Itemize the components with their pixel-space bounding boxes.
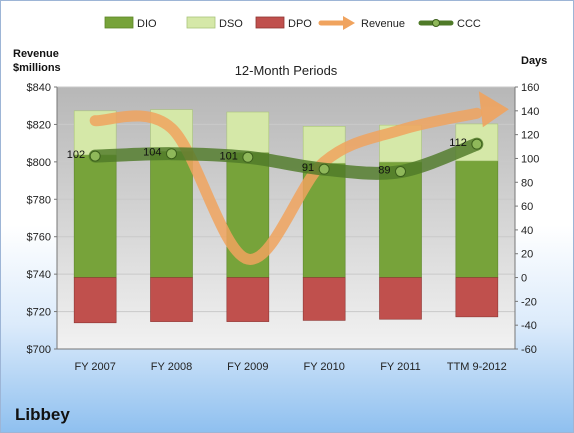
left-axis-title-unit: $millions	[13, 62, 61, 74]
x-tick-label: TTM 9-2012	[447, 361, 507, 373]
ccc-line	[88, 137, 484, 180]
legend-label-ccc: CCC	[457, 18, 481, 30]
x-tick-label: FY 2011	[380, 361, 421, 373]
x-tick-label: FY 2009	[227, 361, 268, 373]
x-tick-label: FY 2007	[74, 361, 115, 373]
left-tick-label: $780	[27, 194, 51, 206]
bar-dio	[73, 154, 117, 278]
bar-dso	[226, 111, 270, 153]
right-tick-label: 100	[521, 153, 539, 165]
bar-dpo	[455, 277, 499, 318]
right-tick-label: 0	[521, 273, 527, 285]
right-tick-label: 20	[521, 249, 533, 261]
bar-dpo	[302, 277, 346, 321]
legend-label-dio: DIO	[137, 18, 157, 30]
ccc-data-label: 104	[143, 147, 161, 159]
ccc-data-label: 102	[67, 149, 85, 161]
x-tick-label: FY 2008	[151, 361, 192, 373]
right-tick-label: -20	[521, 296, 537, 308]
right-tick-label: -60	[521, 344, 537, 356]
legend-swatch-dio	[104, 16, 134, 29]
bar-dpo	[150, 277, 193, 322]
bar-dpo	[73, 277, 117, 324]
bar-dio	[379, 161, 422, 278]
bar-dpo	[379, 277, 422, 320]
left-tick-label: $800	[27, 157, 51, 169]
x-tick-label: FY 2010	[303, 361, 344, 373]
legend-label-revenue: Revenue	[361, 18, 405, 30]
ccc-marker	[471, 138, 483, 150]
chart-title: 12-Month Periods	[235, 63, 338, 78]
legend-swatch-dpo	[255, 16, 285, 29]
revenue-arrowhead	[478, 91, 509, 128]
ccc-data-label: 89	[378, 165, 390, 177]
legend-swatch-dso	[186, 16, 216, 29]
ccc-marker	[166, 148, 177, 160]
left-tick-label: $700	[27, 344, 51, 356]
ccc-data-label: 101	[219, 150, 237, 162]
right-tick-label: -40	[521, 320, 537, 332]
bar-dio	[455, 160, 499, 278]
ccc-marker	[242, 151, 254, 163]
right-tick-label: 80	[521, 177, 533, 189]
left-tick-label: $760	[27, 232, 51, 244]
company-name: Libbey	[15, 405, 70, 424]
right-tick-label: 120	[521, 130, 539, 142]
bar-dpo	[226, 277, 270, 322]
left-tick-label: $740	[27, 269, 51, 281]
right-tick-label: 160	[521, 82, 539, 94]
ccc-marker	[89, 150, 101, 162]
legend-swatch-ccc-marker	[432, 19, 440, 27]
right-tick-label: 140	[521, 106, 539, 118]
right-tick-label: 60	[521, 201, 533, 213]
ccc-data-label: 91	[302, 162, 314, 174]
ccc-data-label: 112	[449, 137, 467, 149]
bar-dio	[150, 151, 193, 278]
legend-label-dpo: DPO	[288, 18, 312, 30]
left-axis-title: Revenue	[13, 48, 59, 60]
right-tick-label: 40	[521, 225, 533, 237]
ccc-marker	[395, 166, 406, 178]
revenue-line	[89, 107, 483, 265]
left-tick-label: $820	[27, 119, 51, 131]
left-tick-label: $720	[27, 307, 51, 319]
ccc-marker	[318, 163, 330, 175]
legend-label-dso: DSO	[219, 18, 243, 30]
right-axis-title: Days	[521, 55, 547, 67]
left-tick-label: $840	[27, 82, 51, 94]
legend-swatch-revenue-arrow	[343, 16, 355, 30]
